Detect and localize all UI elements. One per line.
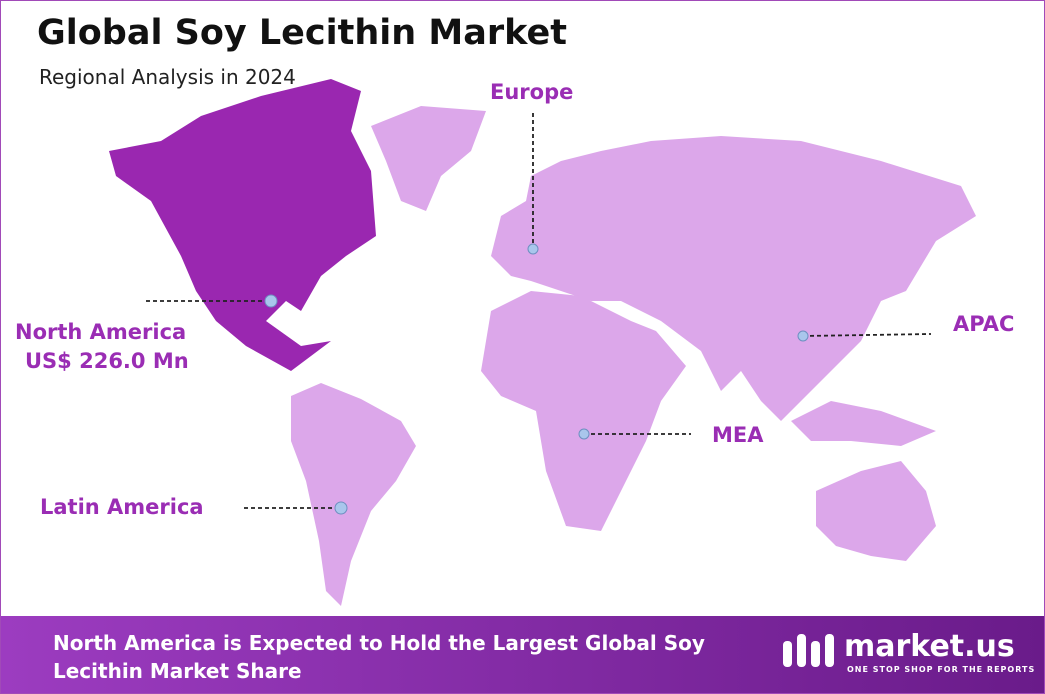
africa — [481, 291, 686, 531]
europe-marker — [527, 243, 539, 255]
australia — [816, 461, 936, 561]
north-america-marker — [264, 294, 278, 308]
eurasia — [491, 136, 976, 421]
mea-marker — [578, 428, 590, 440]
logo-tagline: ONE STOP SHOP FOR THE REPORTS — [847, 665, 1036, 674]
logo-bar — [797, 634, 806, 667]
southeast-asia — [791, 401, 936, 446]
latin-america-marker — [334, 501, 348, 515]
land — [291, 106, 976, 606]
north-america-value: US$ 226.0 Mn — [25, 349, 189, 373]
north-america — [109, 79, 376, 371]
title: Global Soy Lecithin Market — [37, 13, 567, 53]
logo-name: market.us — [844, 629, 1015, 664]
subtitle: Regional Analysis in 2024 — [39, 65, 296, 89]
markers — [264, 243, 809, 515]
footer-text: North America is Expected to Hold the La… — [53, 631, 705, 683]
latin-america-label: Latin America — [40, 495, 204, 519]
mea-label: MEA — [712, 423, 764, 447]
north-america-label: North America — [15, 320, 187, 344]
leader-lines — [146, 113, 932, 509]
logo-icon — [783, 634, 834, 667]
europe-label: Europe — [490, 80, 574, 104]
south-america — [291, 383, 416, 606]
apac-line — [802, 333, 932, 337]
apac-label: APAC — [953, 312, 1015, 336]
logo-bar — [825, 634, 834, 667]
footer-band — [1, 616, 1044, 693]
logo-bar — [783, 641, 792, 667]
greenland — [371, 106, 486, 211]
logo-bar — [811, 641, 820, 667]
apac-marker — [797, 330, 809, 342]
